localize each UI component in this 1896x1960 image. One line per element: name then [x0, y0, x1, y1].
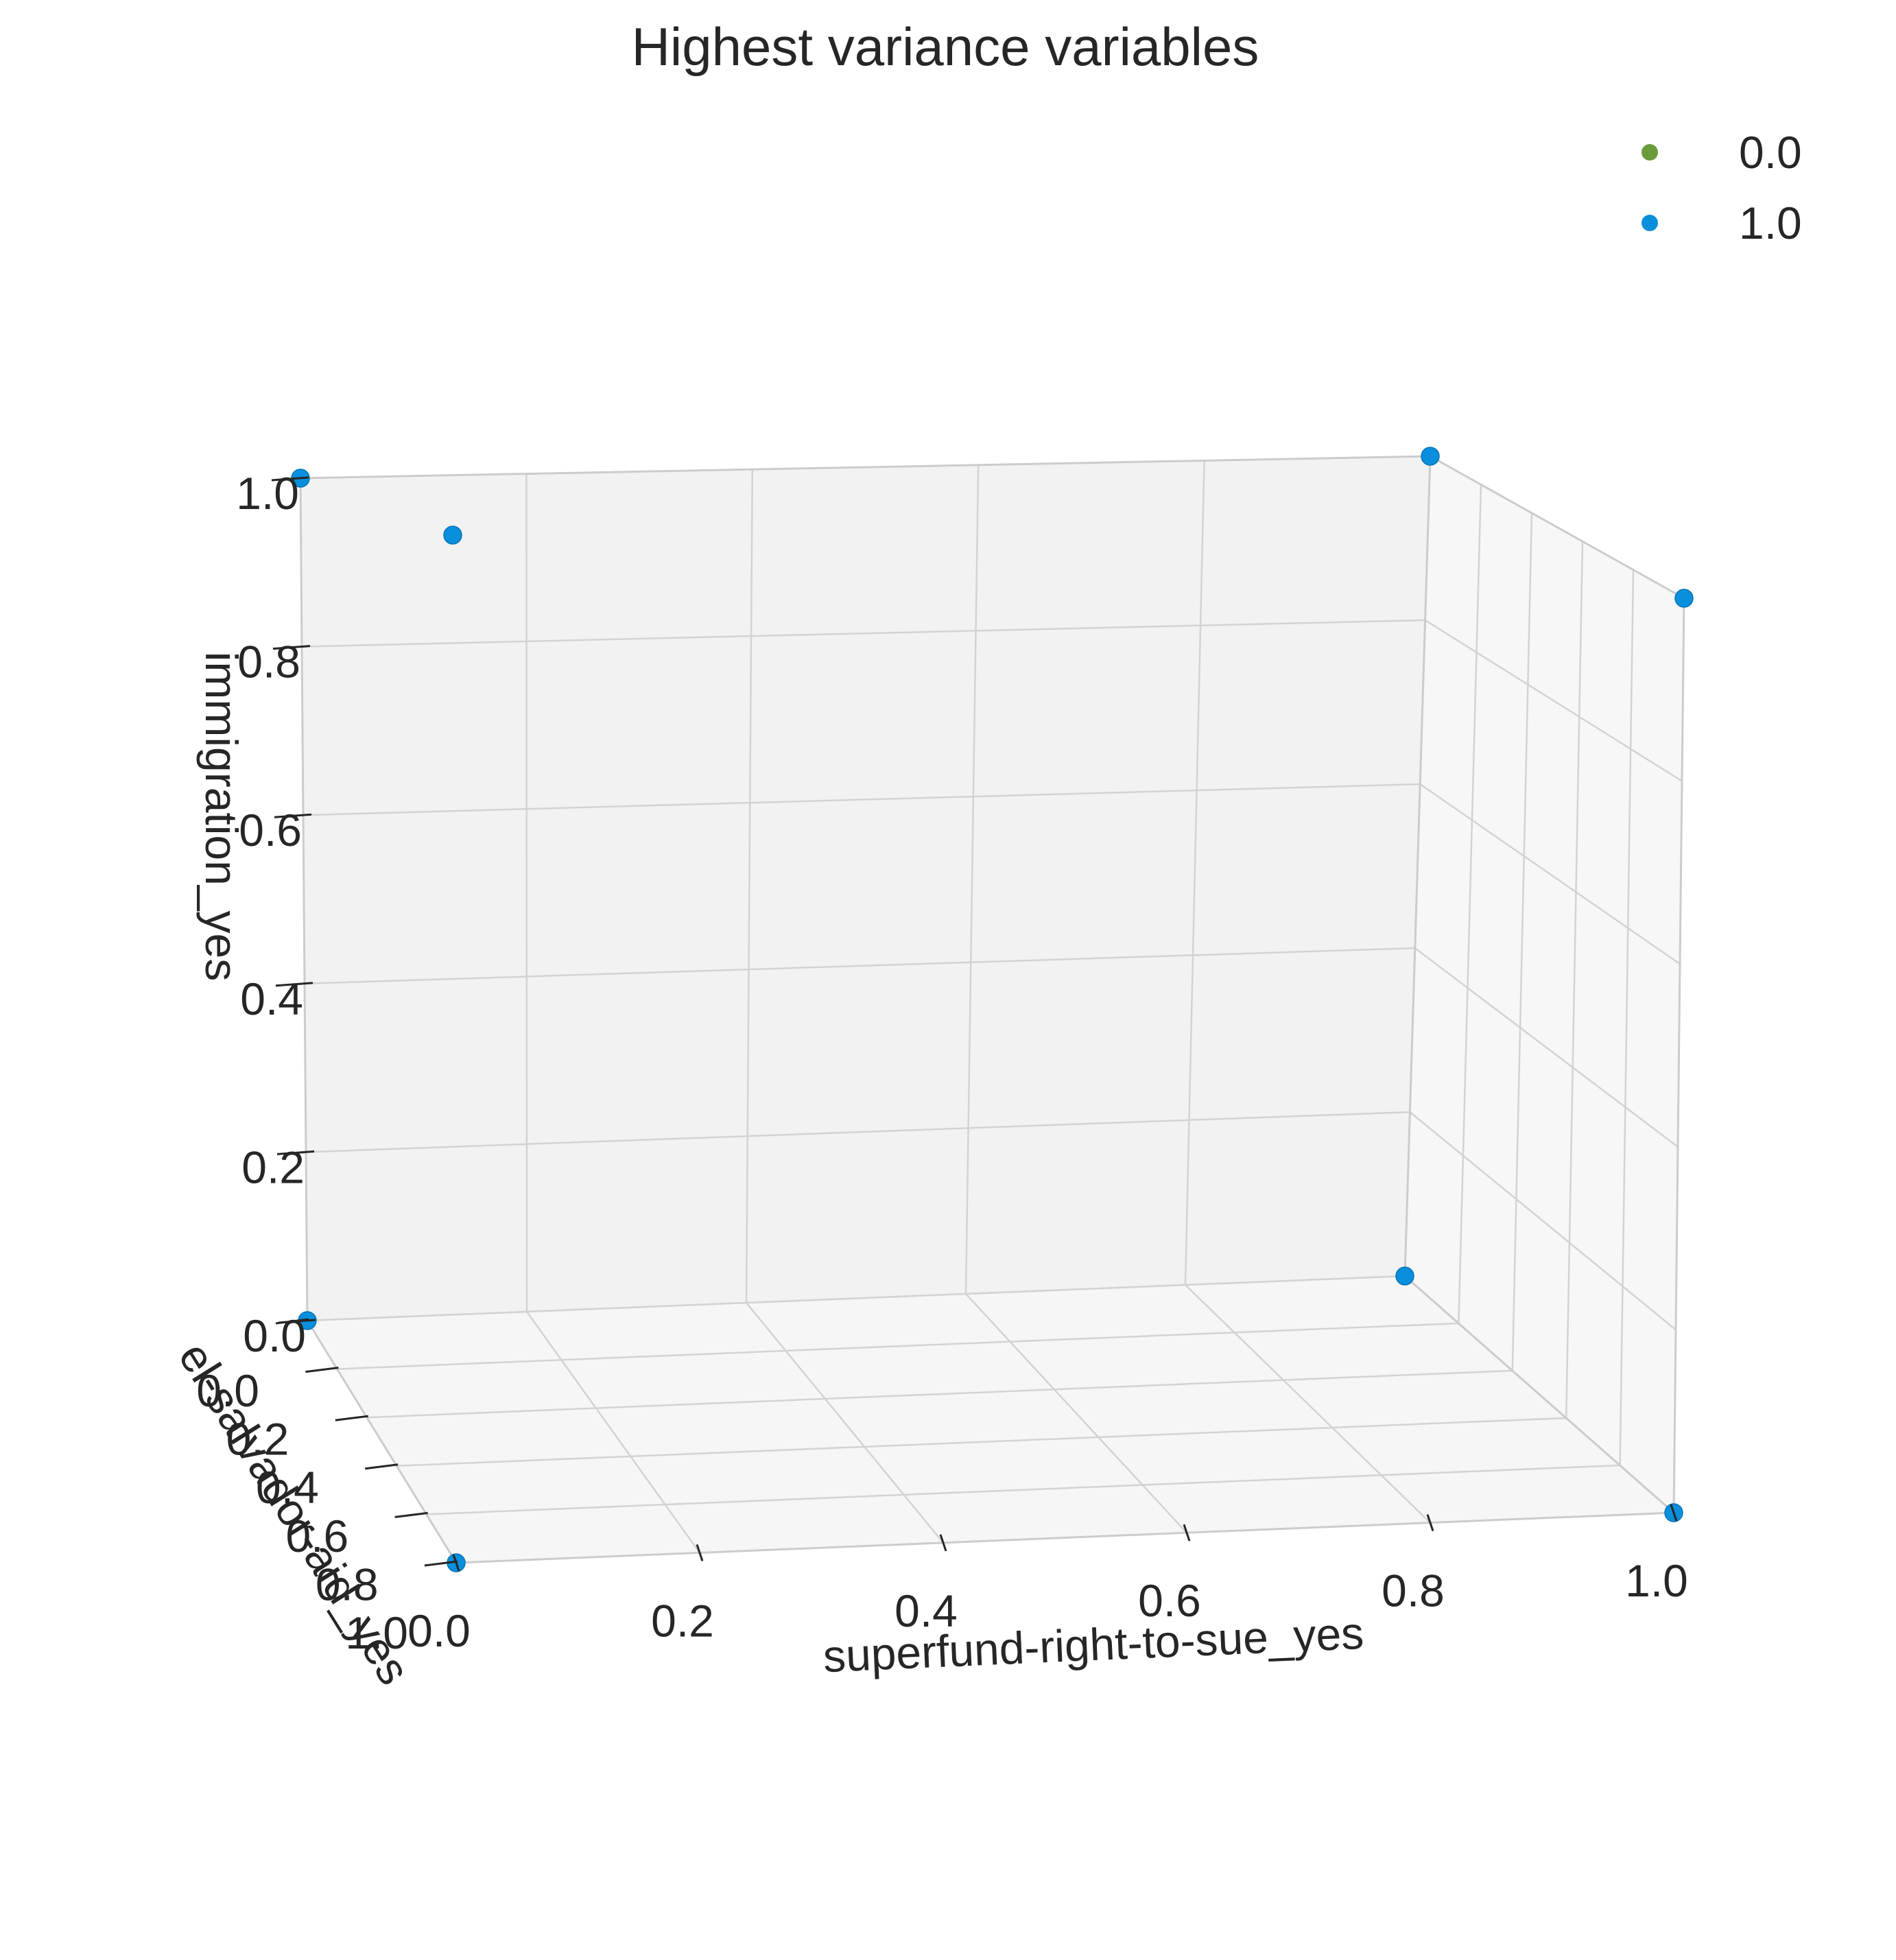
y-tick-label: 1.0: [345, 1607, 408, 1658]
grid-line: [525, 473, 528, 1312]
grid-line: [525, 1311, 701, 1554]
x-tick-label: 0.6: [1138, 1575, 1201, 1626]
grid-line: [1511, 512, 1533, 1371]
grid-line: [304, 947, 1415, 985]
z-tick-label: 0.2: [241, 1142, 305, 1192]
grid-line: [301, 619, 1425, 648]
z-axis-line: [299, 477, 309, 1321]
y-tick-label: 0.6: [285, 1511, 348, 1561]
back-pane: [300, 456, 1430, 1321]
legend-marker: [1642, 144, 1658, 161]
grid-line: [1409, 1111, 1676, 1331]
grid-line: [745, 469, 754, 1303]
grid-line: [1424, 619, 1683, 782]
x-axis-line: [455, 1511, 1674, 1564]
y-axis-line: [306, 1320, 458, 1563]
y-tick-label: 0.8: [316, 1559, 379, 1609]
z-tick-label: 0.0: [243, 1310, 306, 1361]
pane-edge: [1672, 598, 1685, 1513]
grid-line: [426, 1464, 1620, 1515]
x-tick: [452, 1554, 460, 1572]
z-tick: [275, 982, 313, 987]
grid-line: [305, 1111, 1410, 1153]
z-tick: [271, 476, 309, 482]
x-tick: [696, 1544, 704, 1561]
z-tick: [278, 1319, 316, 1324]
y-tick: [335, 1415, 368, 1421]
x-tick: [1670, 1504, 1678, 1522]
y-tick: [424, 1560, 458, 1567]
z-tick-label: 1.0: [236, 468, 299, 519]
z-tick-label: 0.4: [240, 973, 303, 1024]
data-point: [443, 526, 462, 545]
x-tick-label: 0.2: [651, 1595, 714, 1646]
pane-edge: [1403, 456, 1432, 1277]
y-tick-label: 0.0: [196, 1365, 259, 1416]
legend: 0.01.0: [1642, 127, 1802, 248]
grid-line: [396, 1417, 1567, 1467]
grid-line: [366, 1369, 1513, 1419]
data-point: [1421, 447, 1440, 466]
data-point: [1674, 589, 1694, 608]
grid-line: [303, 783, 1421, 816]
y-tick: [305, 1367, 339, 1373]
x-tick-label: 0.0: [407, 1605, 471, 1656]
grid-line: [1419, 783, 1681, 965]
z-tick-label: 0.6: [239, 805, 302, 855]
z-tick-label: 0.8: [237, 637, 300, 687]
grid-line: [307, 1275, 1406, 1322]
legend-label: 0.0: [1739, 127, 1802, 178]
legend-marker: [1642, 215, 1658, 231]
x-tick-label: 1.0: [1625, 1555, 1688, 1606]
pane-edge: [300, 455, 1431, 480]
pane-edge: [1404, 1275, 1674, 1514]
grid-line: [1414, 947, 1679, 1148]
z-tick: [274, 813, 312, 818]
z-axis-label: immigration_yes: [196, 652, 247, 982]
y-tick-label: 0.2: [226, 1414, 289, 1465]
grid-line: [965, 1293, 1187, 1534]
grid-line: [746, 1302, 944, 1544]
z-tick: [272, 645, 311, 650]
y-tick-label: 0.4: [256, 1462, 319, 1513]
grid-line: [1185, 1284, 1431, 1524]
grid-line: [1458, 484, 1482, 1324]
grid-line: [1619, 569, 1635, 1466]
y-tick: [365, 1463, 399, 1470]
x-tick-label: 0.4: [894, 1585, 958, 1636]
chart-title: Highest variance variables: [632, 16, 1259, 77]
x-tick-label: 0.8: [1382, 1566, 1445, 1616]
z-tick: [276, 1150, 315, 1155]
grid-line: [337, 1322, 1459, 1370]
floor-pane: [307, 1276, 1674, 1563]
axis-lines: [299, 455, 1685, 1564]
tick-labels: 0.0 0.2 0.4 0.6 0.8 1.00.00.20.40.60.81.00.00…: [196, 468, 1688, 1658]
pane-edge: [1430, 455, 1685, 600]
data-point: [1395, 1266, 1414, 1286]
tick-marks: [271, 476, 1678, 1572]
grid-line: [1565, 541, 1584, 1419]
x-tick: [1426, 1514, 1434, 1532]
x-tick: [1183, 1524, 1191, 1542]
y-tick: [394, 1511, 428, 1518]
grid-line: [964, 464, 980, 1295]
grid-line: [1184, 460, 1205, 1286]
x-tick: [939, 1534, 947, 1552]
legend-label: 1.0: [1739, 198, 1802, 248]
